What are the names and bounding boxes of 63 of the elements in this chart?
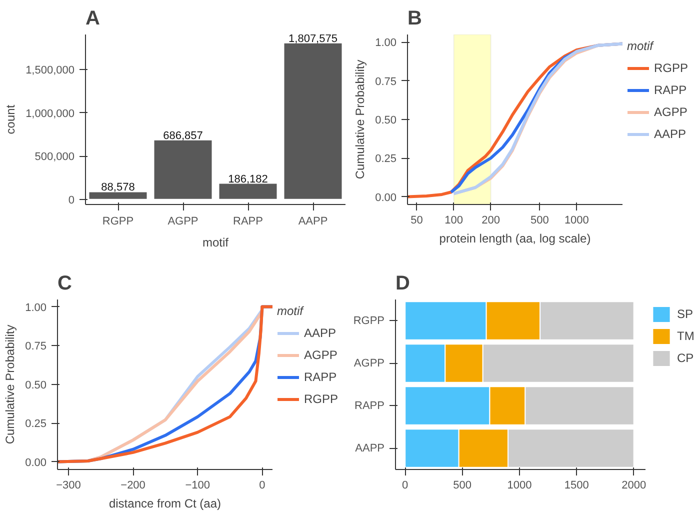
legend-label: AGPP xyxy=(304,348,338,362)
y-tick-label: 0.75 xyxy=(375,76,397,88)
legend-label: TM xyxy=(677,329,696,343)
data-label: 686,857 xyxy=(163,130,203,142)
y-tick-label: 1,000,000 xyxy=(26,108,74,120)
x-tick-label: AAPP xyxy=(298,216,328,228)
x-tick-label: 0 xyxy=(259,480,266,492)
chart-title: B xyxy=(408,8,422,30)
x-tick-label: −300 xyxy=(56,480,81,492)
x-tick-label: 1000 xyxy=(564,214,589,226)
x-tick-label: 2000 xyxy=(622,480,646,492)
y-tick-label: 0.75 xyxy=(25,340,47,353)
y-tick-label: AAPP xyxy=(355,442,385,454)
y-tick-label: 0.50 xyxy=(375,114,397,126)
y-tick-label: 0.00 xyxy=(375,192,397,204)
legend-label: RGPP xyxy=(304,392,338,406)
x-tick-label: 100 xyxy=(444,214,463,226)
x-tick-label: RGPP xyxy=(102,216,134,228)
legend-label: SP xyxy=(677,307,694,321)
y-tick-label: RGPP xyxy=(353,314,385,327)
y-tick-label: 1,500,000 xyxy=(26,64,74,76)
chart-title: D xyxy=(396,272,410,294)
data-label: 186,182 xyxy=(228,173,268,186)
x-tick-label: −200 xyxy=(120,480,146,492)
y-tick-label: AGPP xyxy=(354,357,385,370)
legend-label: RAPP xyxy=(304,370,337,384)
x-tick-label: RAPP xyxy=(233,216,263,228)
x-tick-label: 0 xyxy=(402,480,408,492)
legend-label: CP xyxy=(677,351,695,365)
x-tick-label: 1500 xyxy=(564,480,589,492)
chart-title: C xyxy=(58,272,72,294)
data-label: 88,578 xyxy=(101,182,135,194)
x-tick-label: −100 xyxy=(185,480,210,492)
legend-label: AGPP xyxy=(654,105,688,119)
x-axis-title: distance from Ct (aa) xyxy=(108,496,222,510)
y-tick-label: 0.25 xyxy=(375,153,397,166)
legend-title: motif xyxy=(627,39,655,53)
y-tick-label: 0.00 xyxy=(25,456,47,469)
y-axis-title: Cumulative Probability xyxy=(3,324,18,444)
x-tick-label: 50 xyxy=(410,214,423,226)
y-axis-title: Cumulative Probability xyxy=(353,60,368,180)
y-tick-label: 0.25 xyxy=(25,418,47,430)
chart-title: A xyxy=(86,8,100,30)
y-tick-label: 1.00 xyxy=(375,37,397,50)
x-tick-label: 1000 xyxy=(507,480,532,492)
y-tick-label: 1.00 xyxy=(25,302,47,314)
x-tick-label: 200 xyxy=(482,214,500,226)
x-tick-label: AGPP xyxy=(168,216,198,228)
y-tick-label: 0.50 xyxy=(25,379,47,392)
legend-title: motif xyxy=(277,304,305,318)
legend-label: AAPP xyxy=(654,127,686,141)
y-tick-label: RAPP xyxy=(354,400,385,412)
x-axis-title: protein length (aa, log scale) xyxy=(439,232,591,246)
y-axis-title: count xyxy=(4,104,18,134)
legend-label: AAPP xyxy=(304,326,336,340)
x-tick-label: 500 xyxy=(530,214,549,226)
y-tick-label: 0 xyxy=(68,194,75,206)
x-axis-title: motif xyxy=(202,236,230,250)
x-tick-label: 500 xyxy=(453,480,472,492)
data-label: 1,807,575 xyxy=(288,32,338,45)
legend-label: RGPP xyxy=(654,61,688,75)
y-tick-label: 500,000 xyxy=(34,151,75,164)
legend-label: RAPP xyxy=(654,83,687,97)
